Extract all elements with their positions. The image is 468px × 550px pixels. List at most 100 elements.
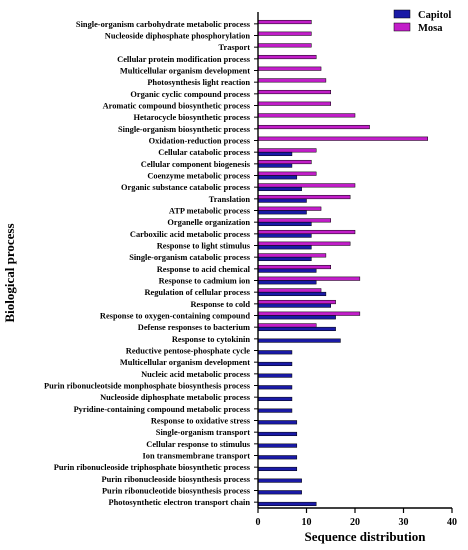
category-label: Carboxilic acid metabolic process <box>130 230 251 239</box>
bar-capitol <box>257 408 293 413</box>
category-label: Photosynthesis light reaction <box>147 78 250 87</box>
x-tick-label: 40 <box>447 517 457 528</box>
category-label: Cellular catabolic process <box>158 148 251 157</box>
bar-mosa <box>257 148 317 153</box>
bar-capitol <box>257 198 307 203</box>
category-label: Response to cold <box>190 300 250 309</box>
category-label: Single-organism transport <box>156 428 250 437</box>
category-label: Nucleic acid metabolic process <box>141 370 251 379</box>
category-label: Ion transmembrane transport <box>143 452 251 461</box>
bar-capitol <box>257 396 293 402</box>
category-label: Pyridine-containing compound metabolic p… <box>74 405 251 414</box>
category-label: ATP metabolic process <box>169 207 251 216</box>
bar-capitol <box>257 501 317 507</box>
category-label: Response to oxidative stress <box>151 417 251 426</box>
bar-capitol <box>257 210 307 215</box>
category-label: Multicellular organism development <box>120 358 250 367</box>
bar-capitol <box>257 221 312 227</box>
bar-capitol <box>257 373 293 378</box>
bar-mosa <box>257 183 356 188</box>
bar-mosa <box>257 323 317 328</box>
category-label: Response to cadmium ion <box>159 277 251 286</box>
bar-mosa <box>257 253 327 258</box>
bar-capitol <box>257 315 336 320</box>
bar-mosa <box>257 31 312 36</box>
bar-capitol <box>257 245 312 250</box>
bar-capitol <box>257 268 317 273</box>
x-tick-label: 20 <box>350 517 360 528</box>
bar-capitol <box>257 256 312 262</box>
bar-capitol <box>257 350 293 355</box>
bar-capitol <box>257 443 298 448</box>
bar-mosa <box>257 311 361 316</box>
category-label: Organelle organization <box>167 218 250 227</box>
category-label: Response to acid chemical <box>157 265 251 274</box>
bar-capitol <box>257 338 341 343</box>
bar-capitol <box>257 233 312 238</box>
category-label: Purin ribonucleotide biosynthesis proces… <box>102 487 251 496</box>
category-label: Single-organism biosynthetic process <box>118 125 251 134</box>
category-label: Response to oxygen-containing compound <box>100 312 250 321</box>
bar-capitol <box>257 490 302 495</box>
category-label: Nucleoside diphosphate phosphorylation <box>105 32 251 41</box>
bar-mosa <box>257 19 312 25</box>
bar-capitol <box>257 478 302 483</box>
bar-capitol <box>257 455 298 460</box>
category-label: Coenzyme metabolic process <box>147 172 250 181</box>
bar-mosa <box>257 113 356 118</box>
bar-capitol <box>257 175 298 180</box>
bar-capitol <box>257 291 327 297</box>
category-label: Purin ribonucleotside monphosphate biosy… <box>44 382 251 391</box>
category-label: Photosynthetic electron transport chain <box>108 498 250 507</box>
category-label: Cellular protein modification process <box>117 55 251 64</box>
bar-mosa <box>257 43 312 48</box>
bar-mosa <box>257 171 317 176</box>
bar-mosa <box>257 89 331 95</box>
bar-capitol <box>257 466 298 472</box>
category-label: Multicellular organism development <box>120 67 250 76</box>
category-label: Cellular response to stimulus <box>146 440 250 449</box>
bar-mosa <box>257 101 331 106</box>
bar-capitol <box>257 420 298 425</box>
bar-mosa <box>257 54 317 60</box>
bar-mosa <box>257 229 356 235</box>
bar-mosa <box>257 241 351 246</box>
category-label: Organic cyclic compound process <box>130 90 250 99</box>
x-axis-title: Sequence distribution <box>305 529 427 544</box>
y-axis-title: Biological process <box>2 223 17 322</box>
category-label: Translation <box>209 195 251 204</box>
bar-mosa <box>257 206 322 211</box>
bar-mosa <box>257 299 336 305</box>
category-label: Nucleoside diphosphate metabolic process <box>100 393 251 402</box>
x-tick-label: 0 <box>256 517 261 528</box>
category-label: Response to light stimulus <box>157 242 251 251</box>
category-label: Cellular component biogenesis <box>141 160 251 169</box>
bar-mosa <box>257 218 331 223</box>
category-label: Regulation of cellular process <box>144 288 250 297</box>
bar-mosa <box>257 78 327 83</box>
bar-capitol <box>257 326 336 332</box>
bar-capitol <box>257 361 293 367</box>
bar-capitol <box>257 163 293 168</box>
bar-mosa <box>257 288 322 293</box>
bar-mosa <box>257 276 361 281</box>
category-label: Oxidation-reduction process <box>149 137 251 146</box>
bar-mosa <box>257 159 312 165</box>
legend-label-mosa: Mosa <box>418 23 443 34</box>
bar-capitol <box>257 186 302 192</box>
bar-capitol <box>257 385 293 390</box>
category-label: Purin ribonucleoside triphosphate biosyn… <box>54 463 251 472</box>
bar-capitol <box>257 431 298 437</box>
category-label: Single-organism catabolic process <box>129 253 251 262</box>
category-label: Single-organism carbohydrate metabolic p… <box>76 20 251 29</box>
bar-capitol <box>257 280 317 285</box>
bar-mosa <box>257 124 370 130</box>
bar-mosa <box>257 66 322 71</box>
x-tick-label: 10 <box>302 517 312 528</box>
bar-capitol <box>257 303 331 308</box>
legend-swatch-capitol <box>393 9 411 19</box>
bar-mosa <box>257 264 331 270</box>
category-label: Aromatic compound biosynthetic process <box>103 102 251 111</box>
